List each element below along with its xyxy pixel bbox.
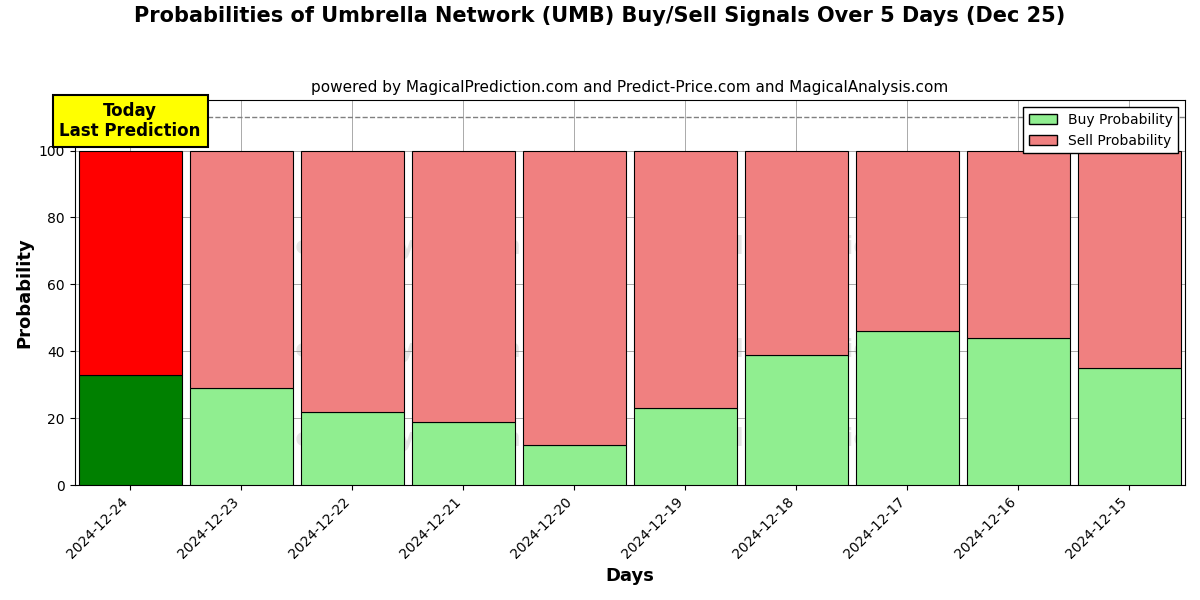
Bar bbox=[78, 375, 182, 485]
Bar bbox=[523, 445, 626, 485]
Bar bbox=[745, 151, 848, 355]
Text: MagicalAnalysis.com: MagicalAnalysis.com bbox=[228, 338, 521, 362]
Bar bbox=[301, 151, 404, 412]
Bar bbox=[967, 338, 1070, 485]
Legend: Buy Probability, Sell Probability: Buy Probability, Sell Probability bbox=[1024, 107, 1178, 154]
Title: powered by MagicalPrediction.com and Predict-Price.com and MagicalAnalysis.com: powered by MagicalPrediction.com and Pre… bbox=[311, 80, 948, 95]
Bar bbox=[634, 408, 737, 485]
Bar bbox=[412, 151, 515, 422]
Bar bbox=[634, 151, 737, 408]
Y-axis label: Probability: Probability bbox=[16, 238, 34, 348]
Bar bbox=[1078, 151, 1181, 368]
Bar bbox=[967, 151, 1070, 338]
Bar bbox=[301, 412, 404, 485]
Bar bbox=[856, 331, 959, 485]
Text: MagicalPrediction.com: MagicalPrediction.com bbox=[636, 338, 958, 362]
Text: MagicalPrediction.com: MagicalPrediction.com bbox=[636, 427, 958, 451]
X-axis label: Days: Days bbox=[605, 567, 654, 585]
Text: MagicalAnalysis.com: MagicalAnalysis.com bbox=[228, 427, 521, 451]
Bar bbox=[78, 151, 182, 375]
Bar bbox=[190, 388, 293, 485]
Text: Today
Last Prediction: Today Last Prediction bbox=[60, 101, 200, 140]
Bar bbox=[523, 151, 626, 445]
Bar bbox=[190, 151, 293, 388]
Text: Probabilities of Umbrella Network (UMB) Buy/Sell Signals Over 5 Days (Dec 25): Probabilities of Umbrella Network (UMB) … bbox=[134, 6, 1066, 26]
Text: MagicalPrediction.com: MagicalPrediction.com bbox=[636, 235, 958, 259]
Bar bbox=[412, 422, 515, 485]
Bar bbox=[856, 151, 959, 331]
Bar bbox=[745, 355, 848, 485]
Bar bbox=[1078, 368, 1181, 485]
Text: MagicalAnalysis.com: MagicalAnalysis.com bbox=[228, 235, 521, 259]
